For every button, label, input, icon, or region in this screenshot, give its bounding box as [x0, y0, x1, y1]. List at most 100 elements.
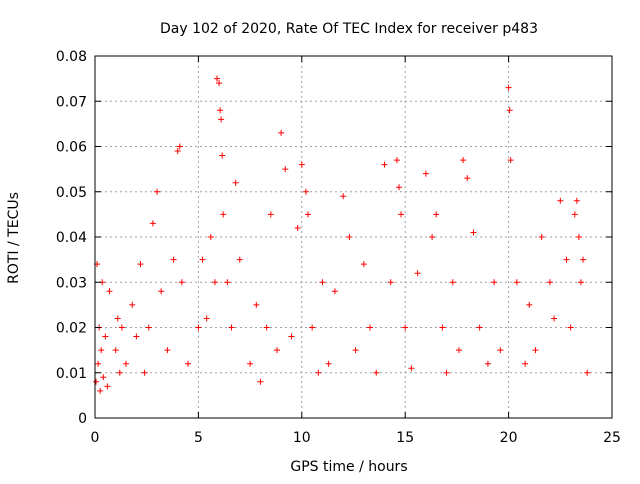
y-tick-label: 0	[78, 411, 87, 427]
data-point-marker	[464, 175, 471, 182]
data-point-marker	[532, 347, 539, 354]
data-point-marker	[141, 369, 148, 376]
x-axis-label: GPS time / hours	[290, 459, 407, 475]
data-point-marker	[273, 347, 280, 354]
data-point-marker	[176, 143, 183, 150]
data-point-marker	[352, 347, 359, 354]
data-point-marker	[393, 157, 400, 164]
y-tick-label: 0.03	[56, 275, 87, 291]
marks-layer	[93, 75, 591, 394]
data-point-marker	[505, 84, 512, 91]
data-point-marker	[476, 324, 483, 331]
data-point-marker	[497, 347, 504, 354]
plot-frame	[94, 55, 613, 419]
ticks-layer: 0 5 10 15 20 25 0 0.01 0.02 0.03 0.04 0.05 0.06 0.07 0…	[56, 49, 621, 446]
data-point-marker	[455, 347, 462, 354]
data-point-marker	[470, 229, 477, 236]
data-point-marker	[288, 333, 295, 340]
data-point-marker	[319, 279, 326, 286]
data-point-marker	[302, 188, 309, 195]
data-point-marker	[408, 365, 415, 372]
data-point-marker	[506, 107, 513, 114]
x-tick-label: 25	[603, 430, 621, 446]
data-point-marker	[367, 324, 374, 331]
data-point-marker	[526, 301, 533, 308]
data-point-marker	[557, 197, 564, 204]
y-tick-label: 0.07	[56, 94, 87, 110]
data-point-marker	[207, 234, 214, 240]
data-point-marker	[546, 279, 553, 286]
y-tick-label: 0.02	[56, 321, 87, 337]
data-point-marker	[584, 369, 591, 376]
data-point-marker	[164, 347, 171, 354]
data-point-marker	[203, 315, 210, 322]
data-point-marker	[98, 347, 105, 354]
data-point-marker	[93, 378, 100, 385]
data-point-marker	[232, 179, 239, 186]
data-point-marker	[236, 256, 243, 263]
y-tick-label: 0.01	[56, 366, 87, 382]
grid-layer	[95, 56, 612, 418]
data-point-marker	[522, 360, 529, 367]
data-point-marker	[104, 383, 111, 390]
data-point-marker	[278, 129, 285, 136]
data-point-marker	[178, 279, 185, 286]
data-point-marker	[97, 387, 104, 394]
data-point-marker	[216, 80, 223, 87]
data-point-marker	[145, 324, 152, 331]
data-point-marker	[577, 279, 584, 286]
data-point-marker	[433, 211, 440, 218]
data-point-marker	[114, 315, 121, 322]
y-tick-label: 0.04	[56, 230, 87, 246]
data-point-marker	[422, 170, 429, 177]
data-point-marker	[133, 333, 140, 340]
data-point-marker	[507, 157, 514, 164]
data-point-marker	[199, 256, 206, 263]
data-point-marker	[551, 315, 558, 322]
data-point-marker	[211, 279, 218, 286]
data-point-marker	[360, 261, 367, 268]
data-point-marker	[373, 369, 380, 376]
data-point-marker	[573, 197, 580, 204]
data-point-marker	[263, 324, 270, 331]
x-tick-label: 0	[91, 430, 100, 446]
data-point-marker	[129, 301, 136, 308]
x-tick-label: 5	[194, 430, 203, 446]
data-point-marker	[331, 288, 338, 295]
data-point-marker	[429, 234, 436, 240]
data-point-marker	[224, 279, 231, 286]
data-point-marker	[538, 234, 545, 240]
y-tick-label: 0.08	[56, 49, 87, 65]
data-point-marker	[571, 211, 578, 218]
data-point-marker	[95, 360, 102, 367]
data-point-marker	[449, 279, 456, 286]
data-point-marker	[305, 211, 312, 218]
data-point-marker	[102, 333, 109, 340]
data-point-marker	[217, 107, 224, 114]
data-point-marker	[116, 369, 123, 376]
data-point-marker	[257, 378, 264, 385]
data-point-marker	[567, 324, 574, 331]
data-point-marker	[439, 324, 446, 331]
data-point-marker	[580, 256, 587, 263]
data-point-marker	[253, 301, 260, 308]
data-point-marker	[247, 360, 254, 367]
data-point-marker	[106, 288, 113, 295]
data-point-marker	[387, 279, 394, 286]
x-tick-label: 15	[396, 430, 414, 446]
data-point-marker	[118, 324, 125, 331]
data-point-marker	[414, 270, 421, 277]
x-tick-label: 20	[500, 430, 518, 446]
data-point-marker	[563, 256, 570, 263]
data-point-marker	[154, 188, 161, 195]
data-point-marker	[315, 369, 322, 376]
data-point-marker	[443, 369, 450, 376]
data-point-marker	[170, 256, 177, 263]
data-point-marker	[185, 360, 192, 367]
data-point-marker	[298, 161, 305, 168]
data-point-marker	[395, 184, 402, 191]
data-point-marker	[484, 360, 491, 367]
data-point-marker	[402, 324, 409, 331]
y-tick-label: 0.05	[56, 185, 87, 201]
